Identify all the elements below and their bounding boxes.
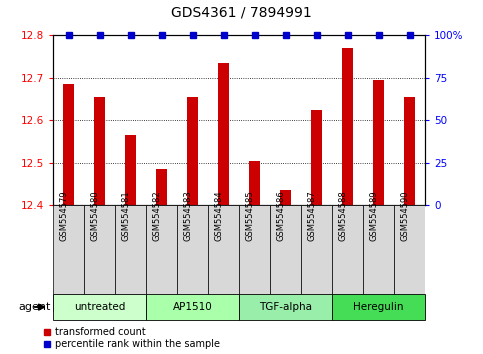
- Bar: [311, 110, 322, 205]
- Text: GSM554586: GSM554586: [277, 190, 285, 241]
- Bar: [84, 205, 115, 312]
- Bar: [332, 294, 425, 320]
- Legend: transformed count, percentile rank within the sample: transformed count, percentile rank withi…: [43, 327, 220, 349]
- Bar: [404, 97, 415, 205]
- Bar: [187, 97, 198, 205]
- Bar: [239, 294, 332, 320]
- Bar: [342, 48, 353, 205]
- Bar: [63, 84, 74, 205]
- Bar: [332, 205, 363, 312]
- Text: GSM554579: GSM554579: [59, 190, 69, 241]
- Bar: [94, 97, 105, 205]
- Text: GSM554589: GSM554589: [369, 190, 379, 241]
- Text: TGF-alpha: TGF-alpha: [259, 302, 312, 312]
- Text: Heregulin: Heregulin: [353, 302, 404, 312]
- Bar: [146, 294, 239, 320]
- Bar: [270, 205, 301, 312]
- Bar: [239, 205, 270, 312]
- Text: GDS4361 / 7894991: GDS4361 / 7894991: [171, 5, 312, 19]
- Bar: [280, 190, 291, 205]
- Text: untreated: untreated: [74, 302, 125, 312]
- Text: GSM554582: GSM554582: [153, 190, 162, 241]
- Text: GSM554584: GSM554584: [214, 190, 224, 241]
- Text: GSM554585: GSM554585: [245, 190, 255, 241]
- Bar: [125, 135, 136, 205]
- Text: GSM554587: GSM554587: [308, 190, 316, 241]
- Bar: [208, 205, 239, 312]
- Bar: [363, 205, 394, 312]
- Bar: [177, 205, 208, 312]
- Bar: [115, 205, 146, 312]
- Bar: [373, 80, 384, 205]
- Text: GSM554581: GSM554581: [122, 190, 130, 241]
- Text: agent: agent: [18, 302, 51, 312]
- Bar: [218, 63, 229, 205]
- Bar: [249, 161, 260, 205]
- Bar: [53, 205, 84, 312]
- Bar: [301, 205, 332, 312]
- Bar: [53, 294, 146, 320]
- Bar: [156, 169, 167, 205]
- Text: GSM554590: GSM554590: [400, 191, 410, 241]
- Text: AP1510: AP1510: [173, 302, 213, 312]
- Text: GSM554583: GSM554583: [184, 190, 193, 241]
- Text: GSM554580: GSM554580: [91, 190, 99, 241]
- Bar: [146, 205, 177, 312]
- Text: GSM554588: GSM554588: [339, 190, 348, 241]
- Bar: [394, 205, 425, 312]
